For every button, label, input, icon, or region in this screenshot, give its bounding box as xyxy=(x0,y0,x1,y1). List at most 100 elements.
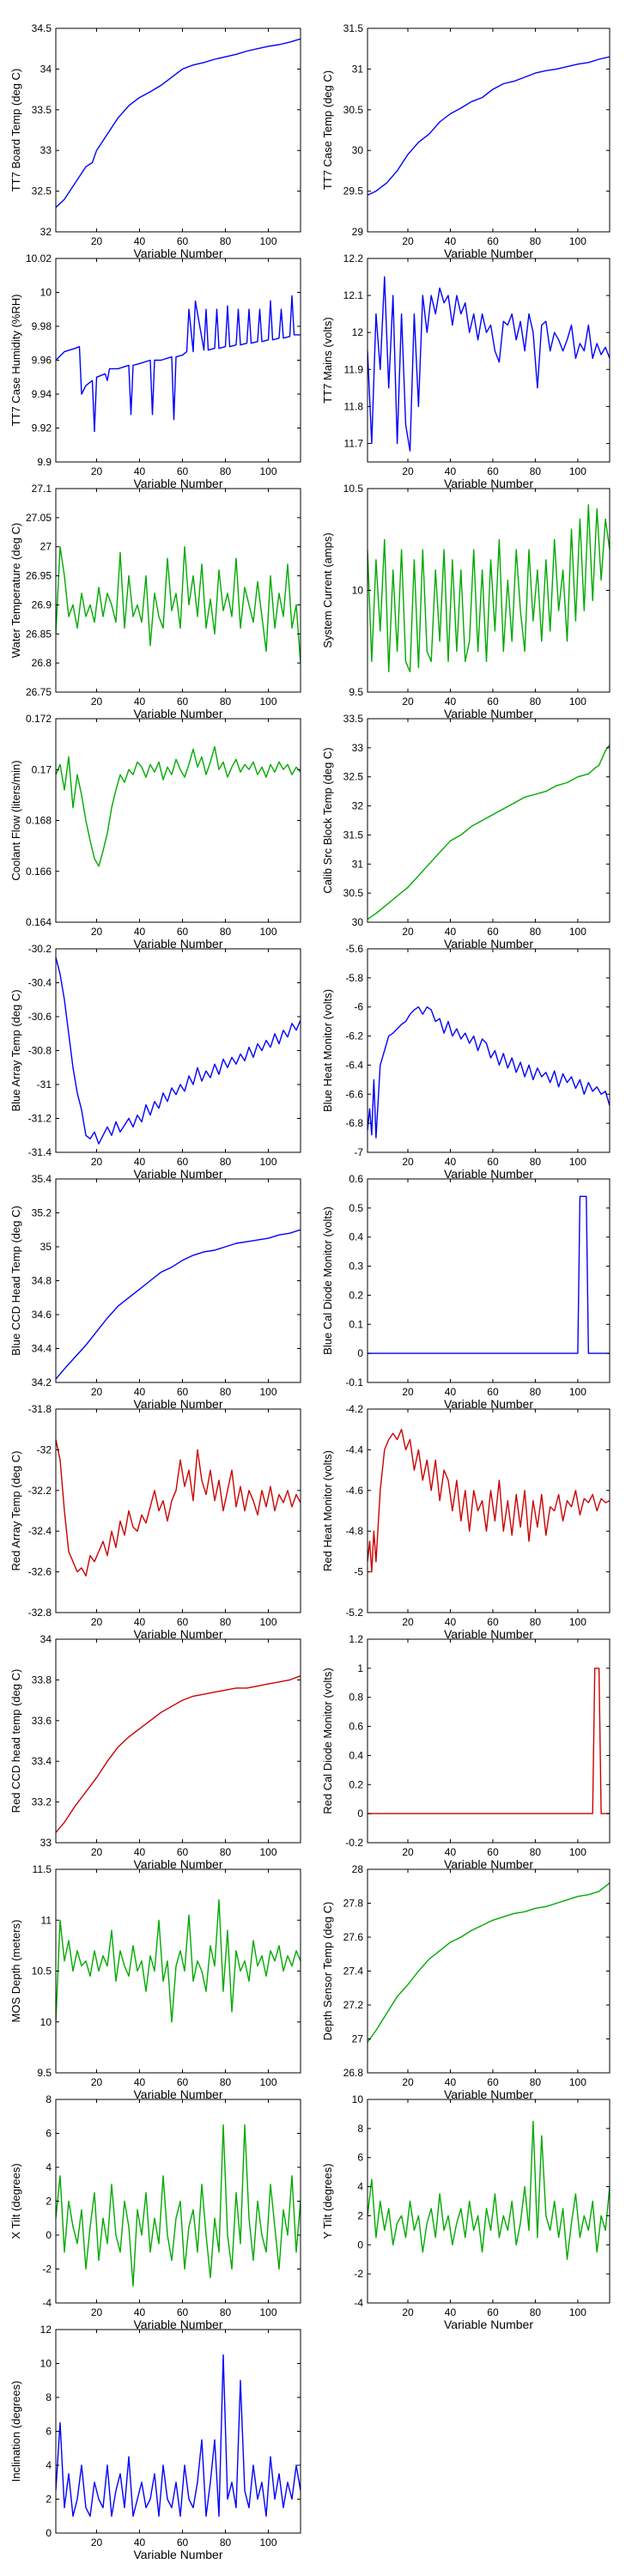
x-tick-label: 20 xyxy=(402,1616,414,1628)
x-axis-label: Variable Number xyxy=(133,1167,222,1181)
series-line xyxy=(368,1428,610,1573)
y-tick-label: 9.96 xyxy=(32,355,52,367)
x-tick-label: 80 xyxy=(220,1616,232,1628)
chart-panel: 20 40 60 80 100 26.75 26.8 26.85 26.9 26.95 27 27.0… xyxy=(9,483,301,720)
x-tick-label: 100 xyxy=(569,2306,586,2318)
plot-frame xyxy=(55,27,301,233)
x-tick-label: 40 xyxy=(445,465,457,477)
series-line xyxy=(368,1668,610,1814)
x-tick-label: 80 xyxy=(220,2076,232,2088)
y-tick-label: 0.168 xyxy=(26,815,52,827)
y-tick-label: 0.3 xyxy=(349,1261,363,1273)
y-axis-label: Red CCD head temp (deg C) xyxy=(9,1669,22,1814)
y-tick-label: 34.4 xyxy=(32,1343,52,1355)
y-tick-label: 32 xyxy=(40,226,52,238)
y-tick-label: -30.6 xyxy=(28,1011,52,1023)
y-tick-label: 33.5 xyxy=(343,713,364,725)
x-tick-label: 80 xyxy=(530,235,542,247)
y-tick-label: 0 xyxy=(357,1807,363,1820)
x-tick-label: 40 xyxy=(134,2076,146,2088)
y-tick-label: 11.9 xyxy=(344,363,364,375)
plot-frame xyxy=(367,1178,611,1383)
x-tick-label: 80 xyxy=(220,2306,232,2318)
chart-panel: 20 40 60 80 100 -32.8 -32.6 -32.4 -32.2 -32 -31.8 V… xyxy=(9,1403,301,1641)
chart-panel: 20 40 60 80 100 26.8 27 27.2 27.4 27.6 27.8 28 Varia… xyxy=(321,1863,611,2101)
x-tick-label: 60 xyxy=(177,2076,189,2088)
x-tick-label: 40 xyxy=(134,1386,146,1398)
y-tick-label: 33 xyxy=(352,742,364,754)
plot-frame xyxy=(367,1638,611,1844)
x-tick-label: 100 xyxy=(569,2076,586,2088)
x-tick-label: 60 xyxy=(487,1386,499,1398)
y-tick-label: 2 xyxy=(357,2209,363,2221)
x-tick-label: 60 xyxy=(177,235,189,247)
y-tick-label: 27 xyxy=(40,541,52,553)
series-line xyxy=(56,1229,301,1380)
y-axis-label: TT7 Board Temp (deg C) xyxy=(9,69,22,192)
y-axis-label: Blue Cal Diode Monitor (volts) xyxy=(321,1206,334,1355)
y-tick-label: -5.8 xyxy=(345,972,363,984)
x-axis-label: Variable Number xyxy=(444,1627,533,1641)
y-tick-label: -2 xyxy=(42,2263,52,2275)
x-tick-label: 100 xyxy=(259,1616,276,1628)
x-tick-label: 40 xyxy=(134,1156,146,1168)
y-tick-label: 8 xyxy=(46,2093,52,2105)
y-axis-label: TT7 Mains (volts) xyxy=(321,317,334,403)
y-tick-label: 0.4 xyxy=(349,1231,363,1243)
y-tick-label: 26.8 xyxy=(32,657,52,669)
y-tick-label: 26.85 xyxy=(26,628,52,640)
x-axis-label: Variable Number xyxy=(133,1857,222,1871)
x-tick-label: 80 xyxy=(220,1156,232,1168)
y-tick-label: -6.4 xyxy=(345,1059,363,1071)
y-axis-label: Water Temperature (deg C) xyxy=(9,523,22,659)
y-tick-label: -4 xyxy=(42,2297,52,2309)
x-axis-label: Variable Number xyxy=(444,937,533,951)
y-tick-label: 11.5 xyxy=(33,1863,52,1875)
x-tick-label: 40 xyxy=(445,2076,457,2088)
y-tick-label: 6 xyxy=(357,2152,363,2164)
x-tick-label: 40 xyxy=(134,2306,146,2318)
plot-frame xyxy=(367,1408,611,1613)
series-line xyxy=(56,546,301,664)
y-tick-label: 0 xyxy=(46,2527,52,2539)
y-tick-label: 30.5 xyxy=(343,104,364,116)
x-axis-label: Variable Number xyxy=(444,2087,533,2101)
series-line xyxy=(368,276,610,452)
y-tick-label: -4.2 xyxy=(345,1403,363,1415)
y-axis-label: Blue CCD Head Temp (deg C) xyxy=(9,1206,22,1356)
y-tick-label: -32.2 xyxy=(28,1485,52,1497)
x-tick-label: 40 xyxy=(134,465,146,477)
x-axis-label: Variable Number xyxy=(133,2318,222,2331)
plot-frame xyxy=(367,718,611,923)
x-tick-label: 80 xyxy=(530,1846,542,1858)
y-axis-label: Depth Sensor Temp (deg C) xyxy=(321,1902,334,2041)
y-axis-label: TT7 Case Humidity (%RH) xyxy=(9,295,22,427)
x-tick-label: 40 xyxy=(445,1616,457,1628)
y-tick-label: 33.5 xyxy=(32,104,52,116)
plot-frame xyxy=(55,718,301,923)
x-tick-label: 80 xyxy=(530,1616,542,1628)
x-tick-label: 20 xyxy=(91,465,103,477)
x-tick-label: 100 xyxy=(259,465,276,477)
x-tick-label: 80 xyxy=(530,2306,542,2318)
y-tick-label: 31.5 xyxy=(343,22,364,34)
y-tick-label: 4 xyxy=(46,2459,52,2471)
chart-panel: 20 40 60 80 100 -4 -2 0 2 4 6 8 10 Variable Number Y T… xyxy=(321,2093,611,2331)
x-tick-label: 60 xyxy=(487,1846,499,1858)
y-tick-label: 26.95 xyxy=(26,570,52,582)
y-tick-label: 8 xyxy=(46,2391,52,2403)
x-axis-label: Variable Number xyxy=(444,1167,533,1181)
x-tick-label: 40 xyxy=(134,1616,146,1628)
y-tick-label: 27.05 xyxy=(26,512,52,524)
y-tick-label: 0.8 xyxy=(349,1692,363,1704)
plot-frame xyxy=(55,1868,301,2074)
x-tick-label: 20 xyxy=(402,1386,414,1398)
y-tick-label: 0 xyxy=(357,1347,363,1359)
x-tick-label: 20 xyxy=(402,465,414,477)
y-tick-label: 10.02 xyxy=(26,252,52,264)
x-tick-label: 60 xyxy=(177,926,189,938)
chart-panel: 20 40 60 80 100 9.9 9.92 9.94 9.96 9.98 10 10.02 Var… xyxy=(9,252,301,490)
series-line xyxy=(56,1675,301,1833)
series-line xyxy=(368,504,610,672)
